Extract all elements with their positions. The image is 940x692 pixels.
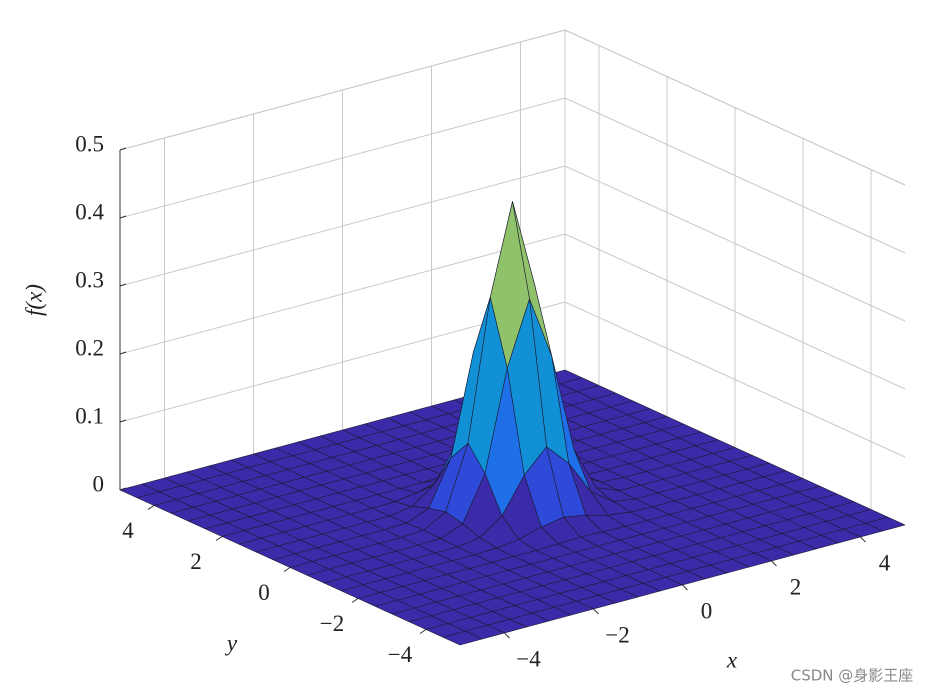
z-tick-label: 0.2 — [75, 335, 104, 360]
z-tick-label: 0.3 — [75, 267, 104, 292]
z-tick-label: 0.5 — [75, 131, 104, 156]
x-tick — [682, 584, 688, 591]
z-tick — [119, 283, 127, 287]
grid-line — [119, 29, 906, 186]
x-tick-label: −4 — [516, 646, 541, 671]
y-tick-label: 4 — [122, 518, 134, 543]
y-tick — [419, 629, 427, 634]
y-tick — [283, 567, 291, 572]
z-tick — [119, 147, 127, 151]
z-tick — [119, 419, 127, 423]
x-tick-label: 2 — [790, 574, 802, 599]
y-tick — [147, 505, 155, 510]
watermark: CSDN @身影王座 — [791, 667, 914, 685]
x-tick — [860, 536, 866, 543]
x-tick-label: 0 — [701, 598, 713, 623]
y-tick — [215, 536, 223, 541]
y-axis-label: y — [225, 630, 238, 655]
z-tick-label: 0.1 — [75, 403, 104, 428]
y-tick-label: 0 — [258, 580, 270, 605]
x-tick — [771, 560, 777, 567]
y-tick-label: −4 — [388, 642, 413, 667]
wall-edge — [564, 29, 906, 186]
x-axis-label: x — [726, 647, 738, 672]
y-tick-label: 2 — [190, 549, 202, 574]
z-tick-label: 0.4 — [75, 199, 104, 224]
wall-edge — [119, 29, 566, 151]
z-axis-label: f(x) — [21, 284, 46, 316]
x-tick — [593, 608, 599, 615]
z-tick — [119, 215, 127, 219]
y-tick — [351, 598, 359, 603]
y-tick-label: −2 — [320, 611, 344, 636]
z-tick — [119, 351, 127, 355]
z-tick-label: 0 — [93, 471, 105, 496]
x-tick-label: 4 — [879, 550, 891, 575]
surface-patch — [442, 630, 483, 646]
x-tick-label: −2 — [605, 622, 629, 647]
x-tick — [504, 632, 510, 639]
